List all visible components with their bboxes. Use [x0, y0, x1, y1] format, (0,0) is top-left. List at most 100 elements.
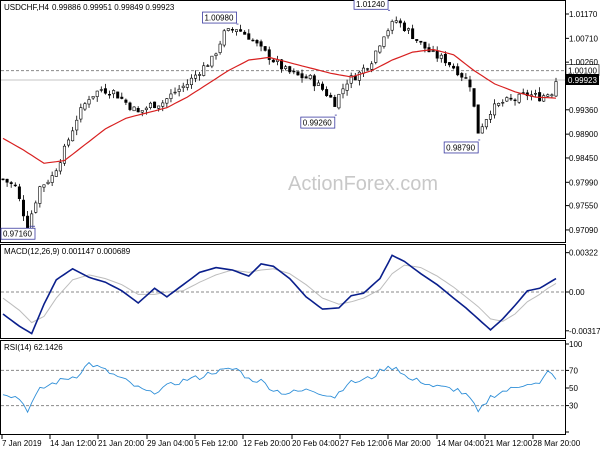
candle-body — [316, 82, 320, 86]
price-tick-label: 0.98450 — [569, 154, 598, 163]
macd-tick-label: 0.00 — [569, 288, 585, 297]
time-tick-label: 20 Feb 04:00 — [292, 439, 340, 448]
moving-average-line — [2, 48, 557, 164]
candle-body — [30, 213, 34, 230]
candle-body — [517, 93, 521, 103]
candle-body — [13, 184, 17, 187]
candle-body — [431, 50, 435, 52]
rsi-title: RSI(14) 62.1426 — [4, 343, 63, 352]
candle-body — [181, 85, 185, 88]
candle-body — [357, 71, 361, 81]
watermark: ActionForex.com — [288, 173, 438, 195]
candle-body — [103, 88, 107, 94]
candle-body — [271, 59, 275, 63]
candle-body — [493, 103, 497, 116]
candle-body — [263, 46, 267, 51]
candle-body — [386, 30, 390, 37]
ohlc-values: 0.99886 0.99951 0.99849 0.99923 — [52, 3, 175, 12]
symbol-label: USDCHF,H4 — [4, 3, 49, 12]
candle-body — [140, 110, 144, 113]
candle-body — [38, 186, 42, 204]
candle-body — [54, 170, 58, 177]
candle-body — [366, 68, 370, 70]
candle-body — [472, 88, 476, 107]
candle-body — [439, 54, 443, 59]
candle-body — [370, 63, 374, 70]
candle-body — [554, 81, 558, 97]
candle-body — [112, 90, 116, 95]
annotation-box — [0, 227, 36, 240]
candle-body — [325, 89, 329, 97]
candle-body — [407, 28, 411, 31]
candle-body — [513, 99, 517, 102]
candle-body — [509, 97, 513, 100]
annotation-box — [353, 0, 389, 10]
annotation-box — [300, 116, 336, 129]
candle-body — [333, 96, 337, 107]
candle-body — [169, 93, 173, 99]
price-tick-label: 0.97990 — [569, 178, 598, 187]
candle-body — [120, 96, 124, 99]
macd-tick-label: 0.00322 — [569, 249, 598, 258]
candle-body — [378, 45, 382, 53]
annotation-label: 0.97160 — [3, 230, 32, 239]
candle-body — [390, 21, 394, 31]
price-pane — [0, 0, 566, 243]
candle-body — [239, 29, 243, 32]
candle-body — [210, 55, 214, 67]
candle-body — [382, 36, 386, 47]
price-tick-label: 0.98900 — [569, 130, 598, 139]
candle-body — [259, 41, 263, 47]
candle-body — [312, 75, 316, 87]
candle-body — [308, 74, 312, 79]
time-tick-label: 5 Feb 12:00 — [195, 439, 238, 448]
candle-body — [267, 49, 271, 60]
candle-body — [108, 94, 112, 96]
candle-body — [222, 30, 226, 46]
candle-body — [75, 119, 79, 131]
annotation-label: 1.00980 — [204, 14, 233, 23]
time-tick-label: 12 Feb 20:00 — [243, 439, 291, 448]
candle-body — [153, 101, 157, 109]
candle-body — [304, 76, 308, 79]
macd-line — [2, 254, 557, 335]
candle-body — [83, 103, 87, 110]
candle-body — [341, 88, 345, 95]
candle-body — [456, 66, 460, 76]
candle-body — [542, 95, 546, 102]
candle-body — [288, 66, 292, 73]
rsi-pane — [0, 340, 566, 435]
candle-body — [218, 43, 222, 53]
candle-body — [321, 83, 325, 90]
time-tick-label: 27 Feb 12:00 — [340, 439, 388, 448]
candle-body — [128, 102, 132, 110]
candle-body — [42, 184, 46, 188]
candle-body — [21, 199, 25, 217]
candle-body — [468, 79, 472, 88]
candle-body — [353, 75, 357, 81]
time-tick-label: 29 Jan 04:00 — [147, 439, 194, 448]
candle-body — [194, 74, 198, 79]
macd-tick-label: -0.003174 — [569, 327, 600, 336]
candle-body — [50, 175, 54, 183]
macd-chart: 0.00322 0.00 -0.003174 — [1, 249, 600, 336]
candle-body — [292, 70, 296, 73]
candle-body — [497, 103, 501, 106]
candle-body — [71, 130, 75, 142]
candle-body — [329, 94, 333, 98]
candle-body — [202, 65, 206, 76]
candle-body — [435, 50, 439, 59]
candle-body — [99, 89, 103, 91]
candle-body — [230, 28, 234, 31]
candle-body — [280, 59, 284, 70]
time-tick-label: 14 Mar 04:00 — [437, 439, 485, 448]
candle-body — [300, 73, 304, 79]
price-tick-label: 1.00710 — [569, 34, 598, 43]
candle-body — [374, 50, 378, 63]
rsi-tick-label: 30 — [569, 402, 578, 411]
candle-body — [394, 20, 398, 23]
candle-body — [148, 102, 152, 108]
candle-body — [452, 65, 456, 69]
candle-body — [398, 20, 402, 24]
candle-body — [296, 71, 300, 76]
